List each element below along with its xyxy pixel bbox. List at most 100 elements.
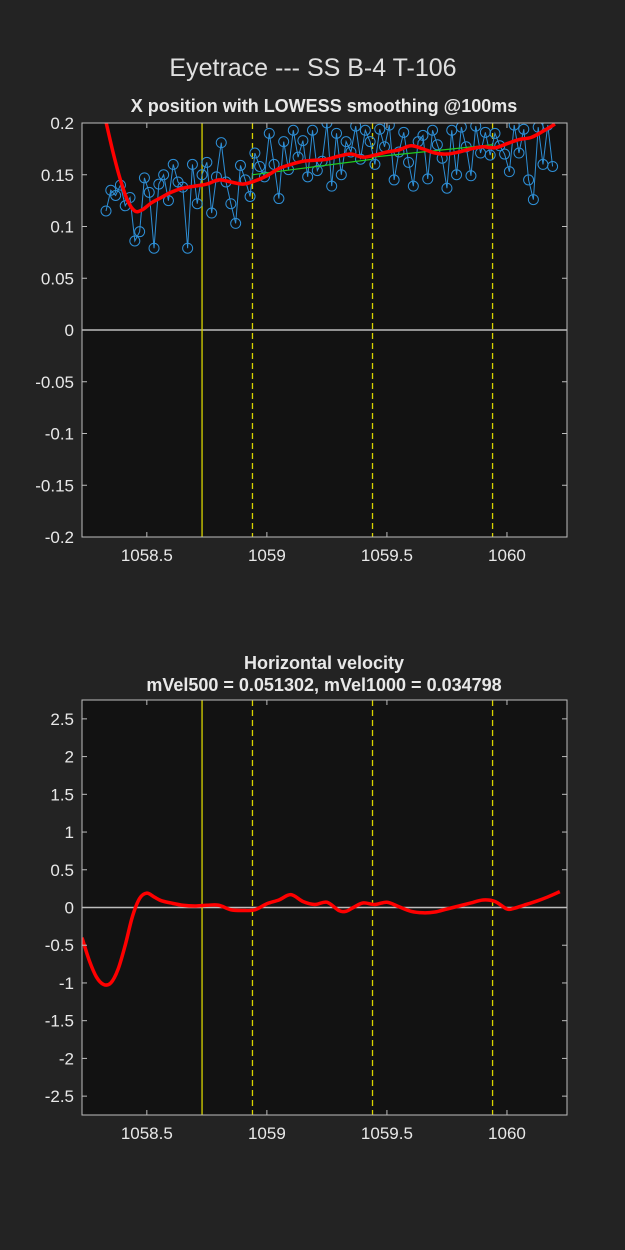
raw-position-point [484,149,496,161]
y-tick-label: -1.5 [45,1012,74,1031]
raw-position-point [182,242,194,254]
raw-position-point [503,166,515,178]
raw-position-point [278,136,290,148]
raw-position-point [508,123,520,131]
raw-position-point [489,127,501,139]
raw-position-point [340,136,352,148]
y-tick-label: 0 [65,321,74,340]
raw-position-point [470,123,482,132]
raw-position-point [100,205,112,217]
raw-position-point [138,172,150,184]
raw-position-point [547,160,559,172]
x-tick-label: 1058.5 [121,1124,173,1143]
raw-position-point [311,165,323,177]
raw-position-point [451,169,463,181]
raw-position-point [403,156,415,168]
y-tick-label: 0.5 [50,861,74,880]
raw-position-point [431,139,443,151]
x-tick-label: 1058.5 [121,546,173,565]
y-tick-label: 2 [65,748,74,767]
raw-position-point [364,136,376,148]
raw-position-point [225,198,237,210]
velocity-plot-title: Horizontal velocity [244,653,404,673]
raw-position-point [167,158,179,170]
raw-position-point [110,189,122,201]
raw-position-point [158,169,170,181]
position-axes: 0.2 0.15 0.1 0.05 0 -0.05 -0.1 -0.15 -0.2 1058.5 1… [35,114,568,565]
raw-position-point [196,169,208,181]
raw-position-point [427,124,439,136]
raw-position-point [230,217,242,229]
raw-position-point [249,147,261,159]
y-tick-label: -1 [59,974,74,993]
raw-position-point [355,153,367,165]
y-tick-label: 1.5 [50,785,74,804]
y-tick-label: 0.05 [41,269,74,288]
x-tick-label: 1059.5 [361,546,413,565]
raw-position-point [186,158,198,170]
raw-position-point [191,198,203,210]
raw-position-point [143,186,155,198]
raw-position-point [201,156,213,168]
raw-position-point [215,137,227,149]
raw-position-point [326,180,338,192]
y-tick-label: -0.05 [35,373,74,392]
smoothed-position-line [104,123,556,214]
raw-position-point [499,148,511,160]
x-tick-label: 1059 [248,1124,286,1143]
raw-position-line [105,123,554,249]
y-tick-label: -2 [59,1049,74,1068]
raw-position-point [297,135,309,147]
raw-position-point [148,242,160,254]
figure-title: Eyetrace --- SS B-4 T-106 [169,54,456,82]
raw-position-point [345,146,357,158]
velocity-plot-subtitle: mVel500 = 0.051302, mVel1000 = 0.034798 [146,675,501,695]
raw-position-point [518,123,530,135]
raw-position-point [350,123,362,132]
x-tick-label: 1060 [488,546,526,565]
raw-position-point [153,178,165,190]
raw-position-point [523,174,535,186]
y-tick-label: 2.5 [50,710,74,729]
raw-position-point [374,123,386,135]
position-plot-title: X position with LOWESS smoothing @100ms [131,96,518,116]
raw-position-point [398,126,410,138]
velocity-line [82,890,561,987]
y-tick-label: 0.15 [41,166,74,185]
raw-position-point [359,124,371,136]
y-tick-label: 0 [65,899,74,918]
raw-position-point [244,190,256,202]
y-tick-label: -2.5 [45,1087,74,1106]
raw-position-point [422,173,434,185]
raw-position-point [258,171,270,183]
raw-position-point [446,124,458,136]
raw-position-point [513,147,525,159]
raw-position-point [206,207,218,219]
y-tick-label: 0.1 [50,218,74,237]
raw-position-point [263,127,275,139]
raw-position-point [465,170,477,182]
raw-position-point [129,235,141,247]
y-tick-label: -0.15 [35,476,74,495]
raw-position-point [134,226,146,238]
raw-position-point [407,180,419,192]
y-tick-label: 1 [65,823,74,842]
raw-position-point [306,124,318,136]
raw-position-point [273,193,285,205]
raw-position-point [331,127,343,139]
raw-position-point [388,174,400,186]
y-tick-label: -0.1 [45,425,74,444]
raw-position-point [287,124,299,136]
y-tick-label: 0.2 [50,114,74,133]
raw-position-point [162,195,174,207]
y-tick-label: -0.2 [45,528,74,547]
raw-position-point [254,160,266,172]
raw-position-point [369,158,381,170]
raw-position-point [383,123,395,131]
raw-position-point [335,169,347,181]
x-tick-label: 1059.5 [361,1124,413,1143]
x-tick-label: 1060 [488,1124,526,1143]
raw-position-point [527,194,539,206]
raw-position-point [302,171,314,183]
